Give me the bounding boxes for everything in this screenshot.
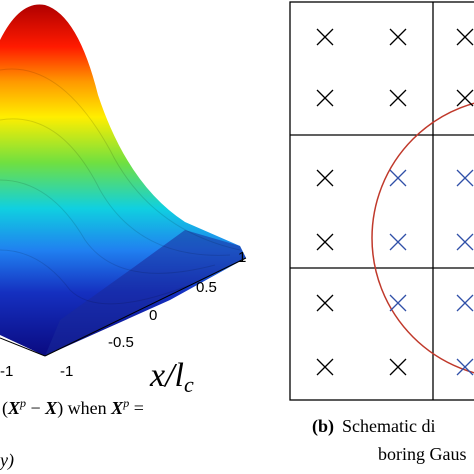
axis-tick-label: 0.5 xyxy=(196,279,217,296)
y-axis-line xyxy=(0,337,46,357)
surface-base xyxy=(45,230,246,356)
grid-diagram xyxy=(289,1,474,401)
cross-marker xyxy=(389,358,407,376)
caption-a-line1: (Xp − X) when Xp = xyxy=(2,396,144,419)
axis-tick-label: 1 xyxy=(238,249,246,266)
cross-marker xyxy=(456,358,474,376)
cross-marker xyxy=(389,169,407,187)
influence-circle xyxy=(371,102,474,374)
cross-marker xyxy=(456,169,474,187)
caption-a-line2: y) xyxy=(0,450,14,471)
caption-b-line2: boring Gaus xyxy=(378,444,467,464)
cross-marker xyxy=(456,233,474,251)
cross-marker xyxy=(456,294,474,312)
cross-marker xyxy=(316,358,334,376)
cross-marker xyxy=(389,233,407,251)
cross-marker xyxy=(456,28,474,46)
axis-tick-label: 0 xyxy=(149,307,157,324)
cross-marker xyxy=(316,233,334,251)
axis-tick-label: -0.5 xyxy=(108,334,134,351)
cross-marker xyxy=(316,169,334,187)
cross-marker xyxy=(389,28,407,46)
cross-marker xyxy=(316,294,334,312)
cross-marker xyxy=(316,89,334,107)
axis-tick-label: -1 xyxy=(60,363,73,380)
cross-marker xyxy=(456,89,474,107)
axis-label-sub: c xyxy=(184,372,194,397)
axis-tick-label: -1 xyxy=(0,363,13,380)
axis-label-main: x/l xyxy=(149,357,184,394)
x-axis-line xyxy=(44,257,247,357)
cross-marker xyxy=(389,89,407,107)
surface-mesh xyxy=(0,68,241,305)
cross-marker xyxy=(316,28,334,46)
cross-marker xyxy=(389,294,407,312)
axis-label: x/lc xyxy=(149,357,194,397)
surface-plot: 1 0.5 0 -0.5 -1 -1 x/lc xyxy=(0,4,246,397)
caption-b-line1: (b) Schematic di xyxy=(312,416,435,437)
